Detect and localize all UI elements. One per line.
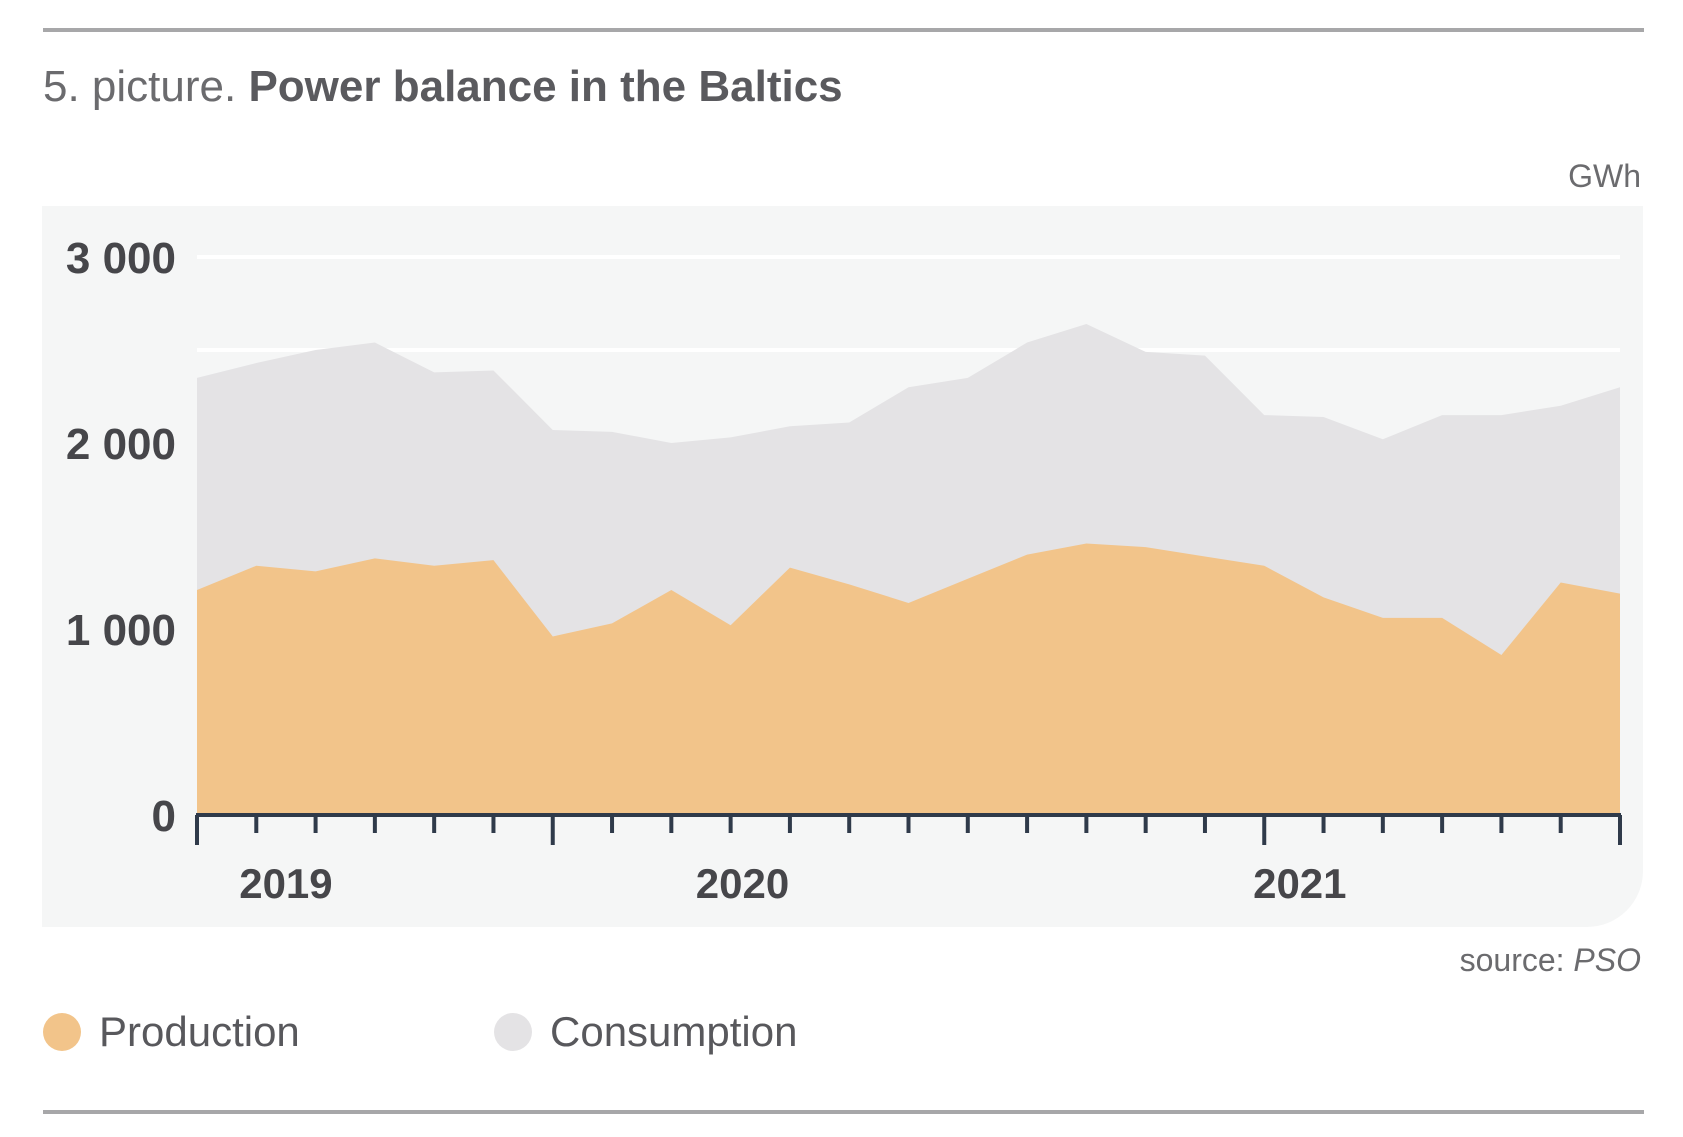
consumption-swatch <box>494 1013 532 1051</box>
y-tick-label-0: 0 <box>152 792 176 841</box>
area-production <box>197 543 1620 815</box>
y-axis-tick-labels: 0 1 000 2 000 3 000 <box>66 234 176 841</box>
gridlines <box>197 255 1620 352</box>
y-tick-label-3: 3 000 <box>66 234 176 283</box>
y-tick-label-1: 1 000 <box>66 606 176 655</box>
legend-label-consumption: Consumption <box>550 1008 798 1055</box>
year-label-2020: 2020 <box>696 860 789 907</box>
legend-item-production: Production <box>43 1008 300 1056</box>
legend-label-production: Production <box>99 1008 300 1055</box>
area-series <box>197 323 1620 815</box>
x-axis-year-labels: 2019 2020 2021 <box>239 860 1346 907</box>
legend-item-consumption: Consumption <box>494 1008 797 1056</box>
bottom-rule <box>43 1110 1644 1114</box>
chart-title: 5. picture. Power balance in the Baltics <box>43 62 843 112</box>
source-prefix: source: <box>1459 942 1565 978</box>
unit-label: GWh <box>1568 158 1641 194</box>
x-axis <box>195 813 1622 845</box>
year-label-2021: 2021 <box>1253 860 1346 907</box>
source-note: source: PSO <box>1460 942 1641 979</box>
chart-title-main: Power balance in the Baltics <box>248 62 843 111</box>
year-label-2019: 2019 <box>239 860 332 907</box>
y-tick-label-2: 2 000 <box>66 420 176 469</box>
production-swatch <box>43 1013 81 1051</box>
source-name: PSO <box>1573 942 1641 978</box>
chart-title-prefix: 5. picture. <box>43 62 237 111</box>
top-rule <box>43 28 1644 32</box>
